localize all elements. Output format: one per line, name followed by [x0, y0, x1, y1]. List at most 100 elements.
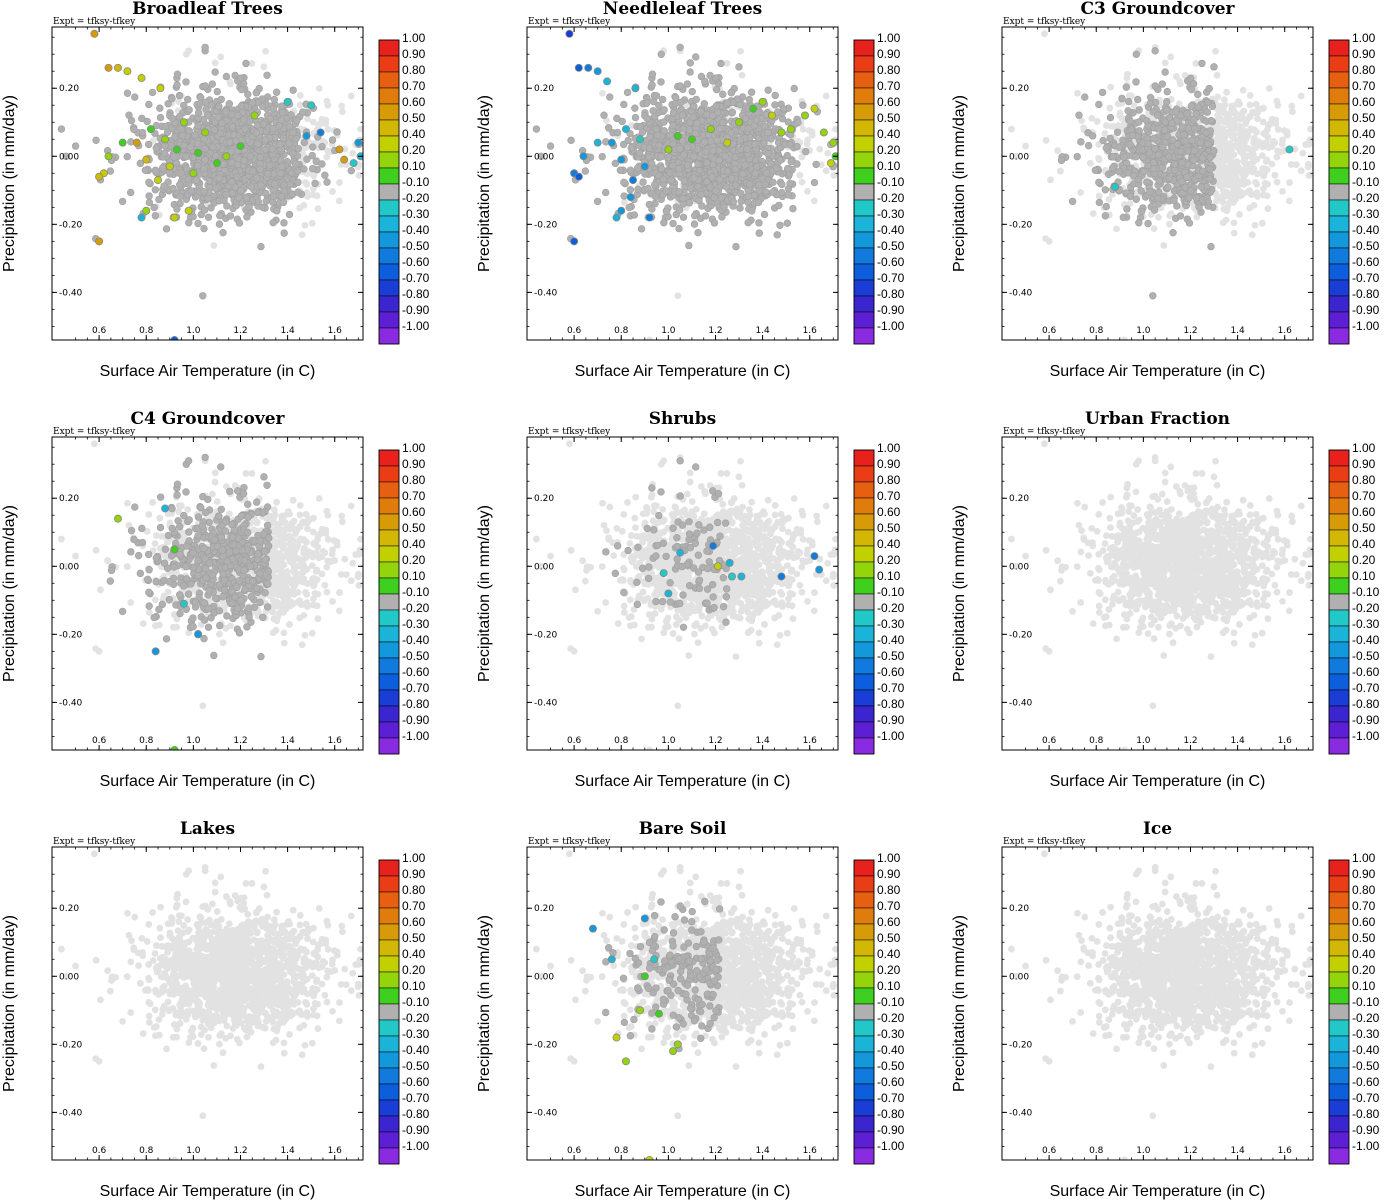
colorbar-swatch [378, 183, 400, 201]
x-tick-label: 0.8 [614, 326, 629, 336]
colorbar-swatch [378, 327, 400, 345]
neutral-point [1095, 100, 1103, 109]
neutral-point [1068, 197, 1077, 206]
neutral-point [645, 153, 653, 161]
neutral-point [200, 224, 208, 233]
neutral-point [177, 125, 185, 133]
neutral-point [751, 140, 759, 149]
data-point [593, 138, 602, 147]
neutral-point [1206, 175, 1214, 183]
background-point [796, 171, 804, 179]
neutral-point [280, 229, 288, 237]
background-point [1226, 140, 1234, 148]
background-point [646, 336, 653, 340]
neutral-point [618, 117, 626, 126]
background-point [1236, 100, 1243, 108]
background-point [1261, 179, 1269, 187]
neutral-point [676, 98, 685, 107]
neutral-point [242, 59, 250, 68]
neutral-point [710, 193, 718, 202]
neutral-point [683, 80, 692, 88]
colorbar-swatch [853, 295, 875, 313]
colorbar-swatch [378, 311, 400, 329]
background-point [1288, 108, 1296, 116]
neutral-point [237, 102, 246, 110]
neutral-point [1204, 198, 1213, 206]
neutral-point [1161, 68, 1169, 76]
colorbar-label: 0.60 [402, 95, 426, 109]
neutral-point [1153, 111, 1162, 119]
colorbar-label: 0.90 [877, 47, 901, 61]
neutral-point [192, 176, 200, 184]
neutral-point [620, 192, 628, 200]
neutral-point [1150, 164, 1158, 173]
background-point [1302, 141, 1310, 148]
data-point [132, 138, 141, 147]
background-point [1250, 126, 1258, 134]
neutral-point [675, 224, 683, 233]
neutral-point [784, 191, 792, 199]
neutral-point [280, 219, 288, 227]
data-point [172, 145, 181, 154]
data-point [212, 159, 221, 168]
neutral-point [717, 59, 725, 68]
neutral-point [277, 163, 286, 171]
background-point [1118, 115, 1126, 122]
data-point [1285, 145, 1294, 154]
background-point [1103, 122, 1110, 129]
neutral-point [669, 122, 677, 130]
neutral-point [748, 207, 756, 215]
neutral-point [708, 111, 717, 120]
neutral-point [1176, 212, 1185, 220]
neutral-point [657, 152, 665, 161]
background-point [314, 205, 322, 213]
neutral-point [712, 85, 721, 94]
neutral-point [1075, 111, 1083, 119]
neutral-point [613, 128, 622, 137]
background-point [1230, 219, 1238, 227]
background-point [816, 145, 824, 153]
neutral-point [1109, 153, 1117, 161]
colorbar-swatch [378, 103, 400, 121]
background-point [1214, 170, 1222, 178]
neutral-point [156, 104, 164, 112]
neutral-point [633, 164, 642, 172]
neutral-point [161, 142, 169, 150]
neutral-point [637, 225, 646, 233]
neutral-point [262, 189, 270, 198]
neutral-point [150, 203, 158, 212]
neutral-point [685, 199, 694, 207]
colorbar-swatch [378, 247, 400, 265]
neutral-point [245, 203, 253, 211]
data-point [706, 125, 715, 134]
colorbar-swatch [378, 87, 400, 105]
background-point [1212, 47, 1219, 55]
neutral-point [1118, 94, 1126, 103]
neutral-point [620, 178, 628, 187]
background-point [1113, 225, 1120, 233]
neutral-point [178, 131, 187, 140]
colorbar-label: -0.30 [877, 207, 905, 221]
background-point [324, 125, 332, 133]
y-tick-label: -0.40 [534, 288, 558, 298]
neutral-point [1163, 97, 1171, 106]
background-point [1223, 88, 1231, 96]
neutral-point [1133, 95, 1142, 104]
colorbar-label: -0.10 [402, 175, 430, 189]
data-point [640, 162, 649, 171]
neutral-point [1178, 159, 1186, 167]
neutral-point [747, 88, 756, 96]
neutral-point [662, 187, 670, 195]
neutral-point [651, 181, 659, 189]
background-point [810, 197, 818, 205]
neutral-point [1101, 186, 1110, 194]
background-point [1022, 142, 1029, 150]
neutral-point [732, 181, 740, 189]
neutral-point [222, 108, 230, 116]
neutral-point [767, 135, 775, 143]
neutral-point [732, 242, 740, 251]
neutral-point [1194, 90, 1202, 99]
neutral-point [228, 123, 237, 131]
background-point [1277, 148, 1285, 156]
background-point [1212, 197, 1220, 205]
